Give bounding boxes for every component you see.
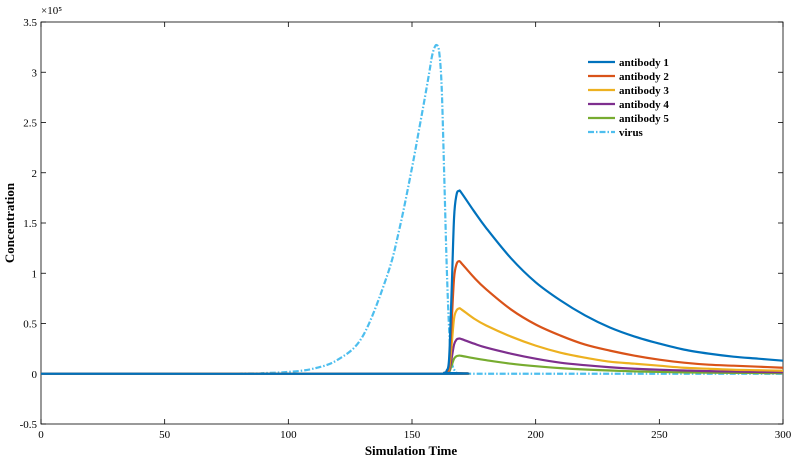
y-tick-label: 0.5 — [23, 319, 37, 331]
series-layer — [40, 43, 784, 376]
x-axis-ticks: 0 50 100 150 200 250 300 — [38, 22, 792, 441]
legend-label: virus — [619, 127, 644, 139]
series-line-virus — [40, 43, 783, 376]
x-tick-label: 100 — [280, 429, 297, 441]
x-tick-label: 250 — [651, 429, 668, 441]
y-exponent-label: ×10⁵ — [41, 5, 62, 17]
y-tick-label: 1.5 — [23, 218, 37, 230]
y-axis-label: Concentration — [2, 182, 17, 263]
y-tick-label: 2 — [32, 168, 38, 180]
series-line-antibody-1 — [40, 189, 784, 375]
legend-label: antibody 1 — [619, 57, 669, 69]
y-tick-label: 0 — [32, 369, 38, 381]
legend-label: antibody 4 — [619, 99, 669, 111]
x-tick-label: 300 — [775, 429, 792, 441]
y-tick-label: -0.5 — [20, 419, 38, 431]
x-tick-label: 50 — [159, 429, 171, 441]
y-tick-label: 3 — [32, 67, 38, 79]
x-tick-label: 0 — [38, 429, 44, 441]
legend-label: antibody 2 — [619, 71, 669, 83]
y-tick-label: 3.5 — [23, 17, 37, 29]
y-axis-ticks: -0.5 0 0.5 1 1.5 2 2.5 3 3.5 — [20, 17, 783, 431]
y-tick-label: 1 — [32, 268, 38, 280]
legend: antibody 1 antibody 2 antibody 3 antibody 4… — [588, 57, 669, 139]
x-axis-label: Simulation Time — [365, 443, 458, 458]
legend-label: antibody 3 — [619, 85, 669, 97]
x-tick-label: 150 — [404, 429, 421, 441]
legend-label: antibody 5 — [619, 113, 669, 125]
x-tick-label: 200 — [527, 429, 544, 441]
y-tick-label: 2.5 — [23, 118, 37, 130]
